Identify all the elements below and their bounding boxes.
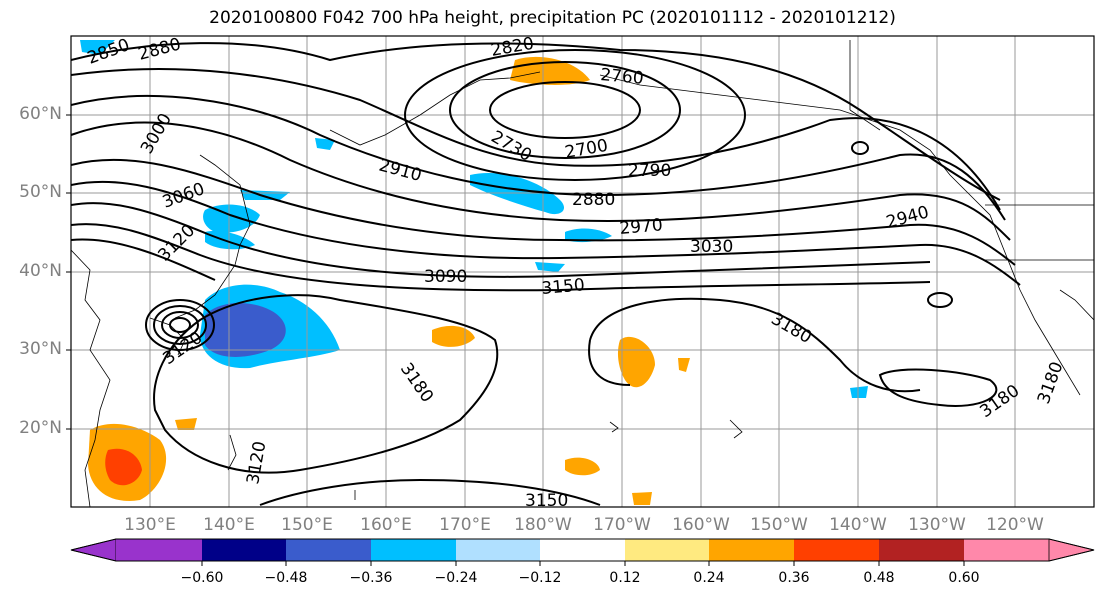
precip-negative-area [203,204,260,233]
colorbar-tick-label: −0.48 [264,570,308,586]
precip-positive-area [565,457,600,476]
lon-label: 180°W [514,515,572,535]
lon-label: 150°E [281,515,333,535]
lat-label: 20°N [19,418,62,438]
contour-label: 3180 [768,309,815,348]
lon-label: 150°W [750,515,808,535]
graticule [71,36,1094,507]
map-title: 2020100800 F042 700 hPa height, precipit… [209,8,896,28]
colorbar-tick-label: 0.48 [863,570,895,586]
lon-label: 160°E [360,515,412,535]
contour-label: 3180 [1034,359,1068,406]
precip-negative-area [850,386,868,398]
precip-negative-core [205,303,286,357]
colorbar-tick-label: −0.24 [434,570,478,586]
colorbar-swatch [202,539,286,561]
lat-label: 50°N [19,182,62,202]
precip-negative-area [470,172,565,215]
contour-label: 2730 [488,127,535,166]
lon-label: 120°W [986,515,1044,535]
lat-label: 30°N [19,339,62,359]
precip-negative-area [315,138,335,150]
lon-label: 130°W [908,515,966,535]
contour-label: 2940 [884,202,931,233]
colorbar-swatch [116,539,202,561]
lat-label: 60°N [19,104,62,124]
colorbar-tick-label: −0.36 [349,570,393,586]
precip-positive-core [105,448,142,486]
contour-label: 2970 [619,215,664,239]
precip-positive-area [432,325,475,347]
contour-label: 2910 [377,156,424,187]
colorbar-over-arrow [1048,538,1095,562]
colorbar-swatch [709,539,794,561]
precip-positive-area [632,492,652,505]
lon-label: 170°W [593,515,651,535]
colorbar-tick-label: −0.12 [518,570,562,586]
contour-label: 3120 [243,440,270,486]
lat-label: 40°N [19,261,62,281]
precip-negative-area [535,262,565,272]
contour-label: 2700 [563,136,609,163]
contour-label: 2820 [489,34,535,61]
contour-label: 3150 [541,275,586,299]
contour-label: 2880 [136,34,183,65]
tick-marks [66,114,71,430]
lon-label: 130°E [124,515,176,535]
colorbar-tick-label: 0.60 [948,570,980,586]
colorbar-tick-label: −0.60 [180,570,224,586]
colorbar-swatch [794,539,879,561]
precip-negative-area [565,228,612,243]
contour-label: 3030 [690,237,733,257]
contour-label: 3060 [160,179,207,213]
contour-label: 3000 [137,110,176,157]
contour-label: 2880 [572,190,615,210]
colorbar-outline [70,538,1095,562]
colorbar-tick-label: 0.12 [609,570,641,586]
contour-label: 2760 [600,65,645,89]
contour-label: 3180 [396,359,437,406]
precip-negative-area [80,40,115,55]
colorbar-under-arrow [70,538,117,562]
contour-label: 3180 [976,381,1023,422]
precip-positive-area [175,418,197,430]
height-contours [71,42,1021,506]
precip-shading [80,40,868,505]
precip-negative-area [205,230,255,250]
colorbar-swatch [964,539,1049,561]
colorbar-swatch [540,539,625,561]
coastlines [71,40,1094,507]
colorbar-swatch [879,539,964,561]
contour-label: 3090 [424,267,467,287]
lon-label: 160°W [672,515,730,535]
colorbar [70,538,1095,566]
lon-label: 140°E [203,515,255,535]
colorbar-tick-label: 0.36 [778,570,810,586]
contour-label: 3150 [525,491,568,511]
precip-positive-area [678,358,690,372]
lon-label: 170°E [439,515,491,535]
lon-label: 140°W [829,515,887,535]
colorbar-swatch [456,539,540,561]
contour-label: 2790 [628,161,671,181]
colorbar-swatch [371,539,456,561]
colorbar-swatch [286,539,371,561]
precip-positive-area [510,56,590,85]
colorbar-swatch [625,539,709,561]
colorbar-tick-label: 0.24 [693,570,725,586]
precip-positive-area [617,336,655,388]
